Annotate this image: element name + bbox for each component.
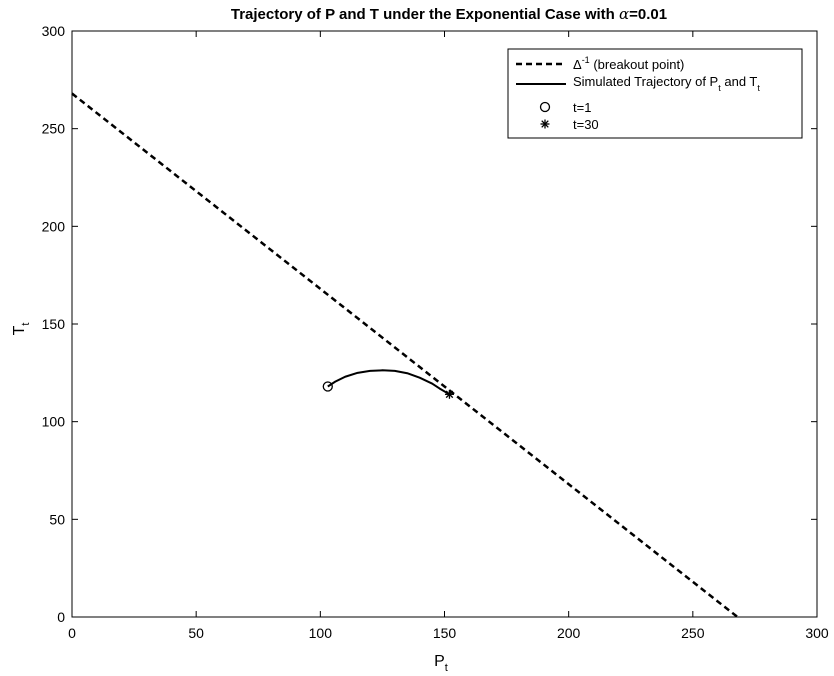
x-axis-label: Pt xyxy=(434,653,448,674)
x-tick-label: 150 xyxy=(433,625,457,641)
chart-title: Trajectory of P and T under the Exponent… xyxy=(231,5,667,23)
y-axis: 0 50 100 150 200 250 300 xyxy=(42,23,817,625)
y-axis-label-subscript: t xyxy=(20,323,32,326)
legend: Δ-1 (breakout point) Simulated Trajector… xyxy=(507,48,803,139)
legend-swatch-t30 xyxy=(540,119,550,129)
y-tick-label: 50 xyxy=(49,511,65,527)
legend-label-breakout: Δ-1 (breakout point) xyxy=(573,55,684,72)
legend-label-t1: t=1 xyxy=(573,100,591,115)
y-tick-label: 150 xyxy=(42,316,66,332)
x-tick-label: 200 xyxy=(557,625,581,641)
y-tick-label: 100 xyxy=(42,414,66,430)
x-tick-label: 300 xyxy=(805,625,829,641)
y-tick-label: 0 xyxy=(57,609,65,625)
x-tick-label: 50 xyxy=(188,625,204,641)
title-alpha-symbol: α xyxy=(619,5,629,23)
x-axis-label-subscript: t xyxy=(445,662,448,674)
legend-swatch-t1 xyxy=(539,101,551,113)
y-tick-label: 250 xyxy=(42,121,66,137)
legend-label-trajectory: Simulated Trajectory of Pt and Tt xyxy=(573,74,760,93)
y-axis-label: Tt xyxy=(11,323,32,336)
x-tick-label: 250 xyxy=(681,625,705,641)
x-tick-label: 100 xyxy=(309,625,333,641)
series-layer xyxy=(71,92,739,618)
marker-t1 xyxy=(322,381,333,392)
legend-label-t30: t=30 xyxy=(573,117,599,132)
x-tick-label: 0 xyxy=(68,625,76,641)
marker-t30 xyxy=(444,389,454,399)
trajectory-line xyxy=(327,369,450,396)
y-tick-label: 200 xyxy=(42,218,66,234)
y-tick-label: 300 xyxy=(42,23,66,39)
x-axis: 0 50 100 150 200 250 300 xyxy=(68,31,829,641)
breakout-line xyxy=(71,92,739,618)
